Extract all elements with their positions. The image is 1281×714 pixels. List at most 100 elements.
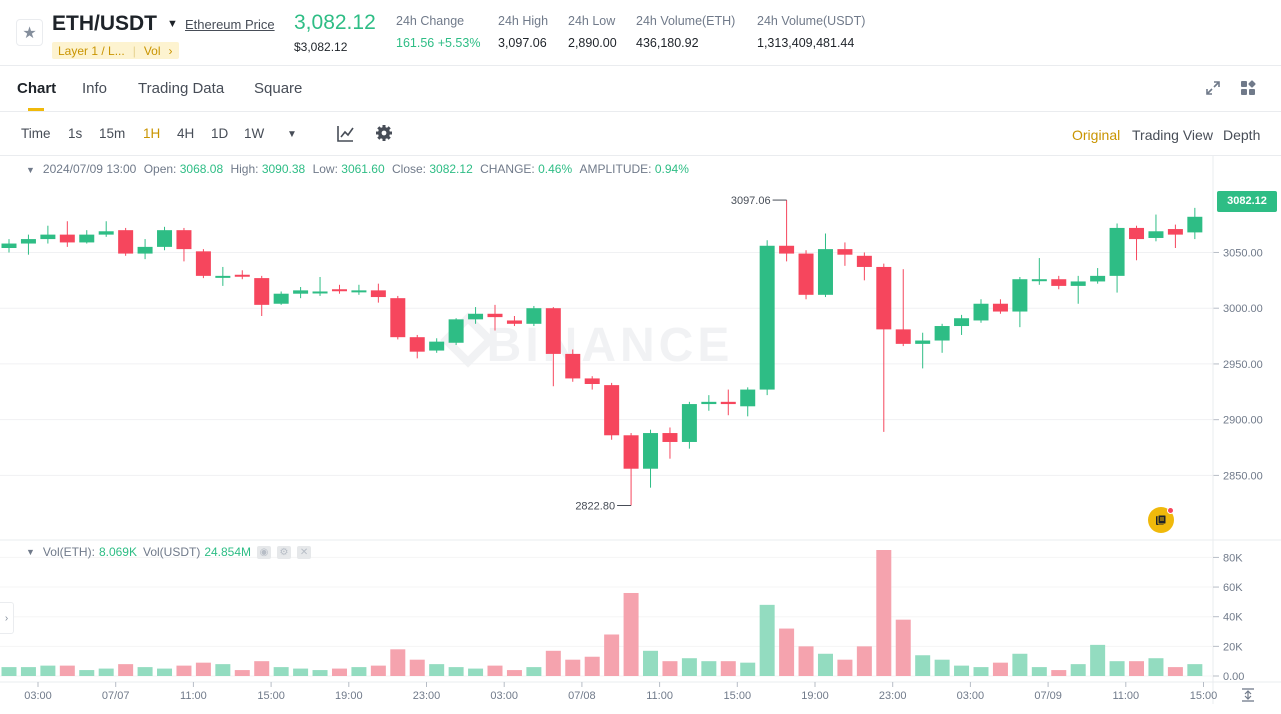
ticker-header: ★ ETH/USDT ▼ Ethereum Price Layer 1 / L.… xyxy=(0,0,1281,66)
view-original[interactable]: Original xyxy=(1072,127,1121,143)
volume-bar xyxy=(545,650,561,676)
pair-title[interactable]: ETH/USDT xyxy=(52,12,157,35)
view-trading-view[interactable]: Trading View xyxy=(1132,127,1213,143)
volume-bar xyxy=(59,665,75,676)
candle-up xyxy=(934,326,950,341)
collapse-panel-chevron-icon[interactable]: › xyxy=(0,602,14,634)
ethereum-price-link[interactable]: Ethereum Price xyxy=(185,17,275,32)
open-value: 3068.08 xyxy=(179,162,224,176)
x-tick-label: 03:00 xyxy=(957,690,985,702)
remove-indicator-close-icon[interactable]: ✕ xyxy=(297,545,312,559)
volume-bar xyxy=(506,670,522,676)
chart-toolbar: Time 1s 15m 1H 4H 1D 1W ▼ Original Tradi… xyxy=(0,112,1281,156)
pair-tags[interactable]: Layer 1 / L... | Vol › xyxy=(52,42,179,59)
candle-down xyxy=(876,266,892,330)
volume-bar xyxy=(837,659,853,676)
volume-bar xyxy=(876,550,892,676)
interval-time[interactable]: Time xyxy=(21,126,51,141)
candle-down xyxy=(195,251,211,276)
hide-indicator-eye-icon[interactable]: ◉ xyxy=(257,545,272,559)
candle-down xyxy=(370,290,386,298)
view-depth[interactable]: Depth xyxy=(1223,127,1261,143)
volume-bar xyxy=(954,665,970,676)
tag-separator: | xyxy=(132,43,136,58)
tab-square[interactable]: Square xyxy=(254,80,303,97)
candle-down xyxy=(798,253,814,295)
candle-down xyxy=(545,308,561,354)
candle-up xyxy=(1070,281,1086,286)
tab-info[interactable]: Info xyxy=(82,80,108,97)
volume-collapse-caret-icon[interactable]: ▼ xyxy=(26,547,35,557)
interval-1s[interactable]: 1s xyxy=(68,126,83,141)
candle-up xyxy=(448,319,464,343)
candle-down xyxy=(59,234,75,243)
tag-category[interactable]: Layer 1 / L... xyxy=(58,43,125,58)
volume-bar xyxy=(623,592,639,676)
candle-down xyxy=(992,303,1008,312)
volume-bar xyxy=(973,667,989,676)
volume-bar xyxy=(176,665,192,676)
candle-down xyxy=(623,435,639,469)
candle-down xyxy=(118,230,134,254)
interval-4h[interactable]: 4H xyxy=(177,126,195,141)
favorite-star-button[interactable]: ★ xyxy=(16,19,43,46)
volume-bar xyxy=(1012,653,1028,676)
more-intervals-caret-icon[interactable]: ▼ xyxy=(287,129,297,140)
volume-tick-label: 80K xyxy=(1223,552,1243,564)
y-tick-label: 2950.00 xyxy=(1223,359,1263,371)
x-tick-label: 15:00 xyxy=(724,690,752,702)
y-tick-label: 3050.00 xyxy=(1223,247,1263,259)
candle-down xyxy=(837,249,853,255)
indicators-icon[interactable] xyxy=(337,125,354,142)
volume-bar xyxy=(1090,644,1106,676)
volume-bar xyxy=(1148,658,1164,676)
volume-bar xyxy=(817,653,833,676)
interval-15m[interactable]: 15m xyxy=(99,126,126,141)
volume-bar xyxy=(254,661,270,676)
open-label: Open: xyxy=(143,162,177,176)
candle-down xyxy=(604,385,620,436)
candle-down xyxy=(565,353,581,379)
ohlc-collapse-caret-icon[interactable]: ▼ xyxy=(26,165,35,175)
volume-bar xyxy=(293,668,309,676)
last-price: 3,082.12 xyxy=(294,11,376,34)
stat-24h-change: 24h Change 161.56 +5.53% xyxy=(396,14,480,50)
notes-button[interactable] xyxy=(1148,507,1174,533)
candle-down xyxy=(176,230,192,250)
interval-1d[interactable]: 1D xyxy=(211,126,229,141)
binance-watermark: BINANCE xyxy=(487,319,734,372)
stat-24h-high: 24h High 3,097.06 xyxy=(498,14,548,50)
candle-down xyxy=(409,337,425,352)
interval-1w[interactable]: 1W xyxy=(244,126,265,141)
settings-gear-icon[interactable] xyxy=(375,124,393,142)
volume-bar xyxy=(798,646,814,676)
stat-value: 1,313,409,481.44 xyxy=(757,36,855,50)
candle-up xyxy=(273,293,289,304)
candle-down xyxy=(331,289,347,292)
volume-bar xyxy=(157,668,173,676)
x-tick-label: 15:00 xyxy=(257,690,285,702)
stat-label: 24h High xyxy=(498,14,549,28)
expand-icon[interactable] xyxy=(1205,80,1221,96)
candle-up xyxy=(351,290,367,293)
candle-up xyxy=(526,308,542,324)
volume-bar xyxy=(643,650,659,676)
volume-bar xyxy=(390,649,406,676)
change-value: 0.46% xyxy=(538,162,573,176)
candle-up xyxy=(79,234,95,243)
volume-tick-label: 20K xyxy=(1223,641,1243,653)
volume-bar xyxy=(331,668,347,676)
volume-bar xyxy=(312,670,328,676)
layout-grid-icon[interactable] xyxy=(1240,80,1256,96)
candlestick-chart[interactable]: BINANCE 3050.00 3000.00 2950.00 2900.00 2850.… xyxy=(0,156,1281,714)
tab-trading-data[interactable]: Trading Data xyxy=(138,80,225,97)
tag-vol[interactable]: Vol xyxy=(143,43,161,58)
close-value: 3082.12 xyxy=(429,162,473,176)
star-icon: ★ xyxy=(22,24,37,42)
tab-chart[interactable]: Chart xyxy=(17,80,57,97)
ohlc-legend: ▼ 2024/07/09 13:00 Open: 3068.08 High: 30… xyxy=(26,162,689,176)
interval-1h[interactable]: 1H xyxy=(143,126,161,141)
indicator-settings-icon[interactable]: ⚙ xyxy=(277,545,292,559)
volume-bar xyxy=(487,665,503,676)
pair-dropdown-caret-icon[interactable]: ▼ xyxy=(167,18,178,30)
